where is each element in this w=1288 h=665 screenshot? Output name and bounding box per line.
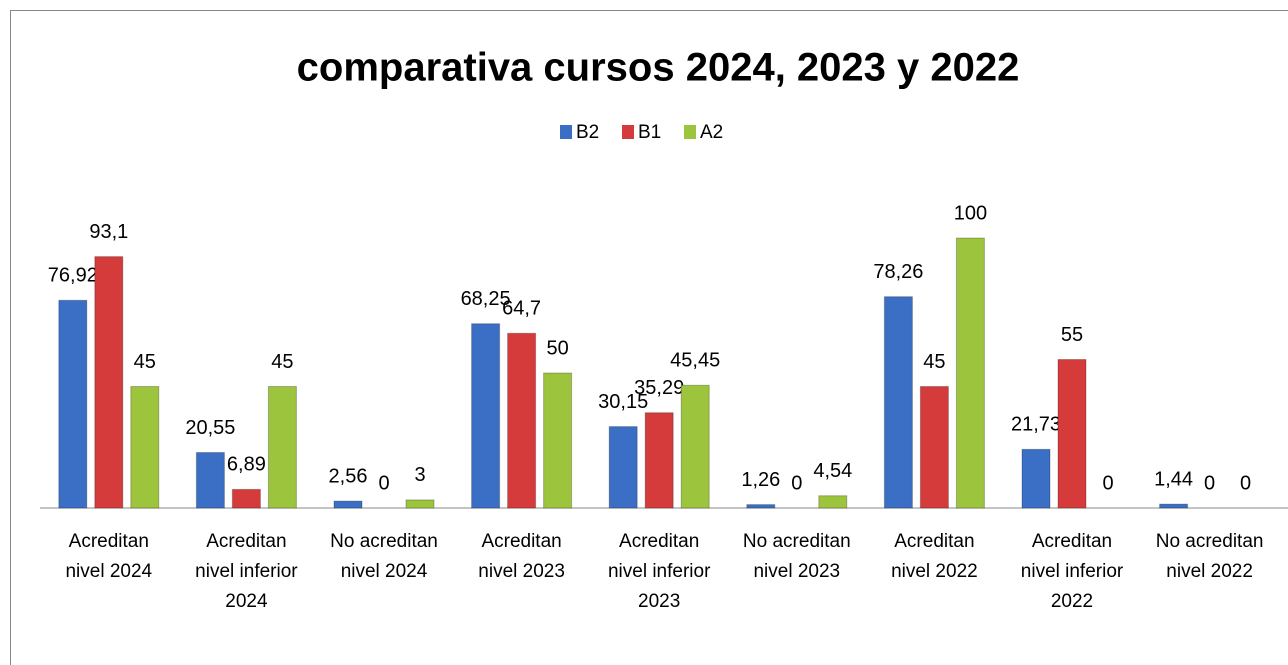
legend-label: A2 [700,122,723,143]
bar [1159,503,1189,509]
data-label: 45 [271,351,293,373]
bar [1057,359,1087,509]
bar [471,323,501,509]
x-tick-label: Acreditan nivel inferior 2022 [1020,531,1124,612]
data-label: 3 [414,464,425,486]
data-label: 45,45 [670,350,720,372]
legend-label: B1 [638,122,661,143]
legend-swatch [622,125,634,139]
data-label: 0 [791,472,802,494]
bar [58,299,88,509]
data-label: 6,89 [227,454,266,476]
data-label: 30,15 [598,391,648,413]
bar [1021,448,1051,509]
x-tick-label: Acreditan nivel 2022 [891,531,978,582]
data-label: 68,25 [461,288,511,310]
data-label: 0 [1204,472,1215,494]
data-label: 4,54 [813,460,852,482]
data-label: 78,26 [873,261,923,283]
x-tick-label: Acreditan nivel 2023 [478,531,565,582]
chart-title: comparativa cursos 2024, 2023 y 2022 [297,46,1020,90]
bar [94,256,124,509]
bar [818,495,848,509]
data-label: 50 [546,337,568,359]
data-label: 45 [923,351,945,373]
data-label: 93,1 [89,221,128,243]
data-label: 76,92 [48,265,98,287]
legend-swatch [684,125,696,139]
bar [919,386,949,509]
bar [608,426,638,509]
legend-label: B2 [576,122,599,143]
x-tick-label: Acreditan nivel inferior 2023 [607,531,711,612]
data-label: 100 [954,202,987,224]
data-label: 21,73 [1011,414,1061,436]
data-label: 35,29 [634,377,684,399]
data-label: 0 [378,472,389,494]
data-label: 0 [1102,472,1113,494]
x-tick-label: No acreditan nivel 2024 [330,531,438,582]
bar [543,372,573,509]
bar [130,386,160,509]
bar [644,412,674,509]
bar [267,386,297,509]
data-label: 2,56 [329,465,368,487]
legend-swatch [560,125,572,139]
data-label: 45 [134,351,156,373]
data-label: 20,55 [185,417,235,439]
bar [955,237,985,509]
x-tick-label: Acreditan nivel 2024 [65,531,153,582]
bar [680,384,710,509]
bar [405,499,435,509]
bar [507,332,537,509]
x-tick-label: No acreditan nivel 2023 [742,531,851,582]
data-label: 1,26 [741,469,780,491]
bar [231,488,261,509]
bar [746,504,776,509]
x-tick-label: No acreditan nivel 2022 [1155,531,1264,582]
bar [333,500,363,509]
data-label: 1,44 [1154,468,1193,490]
data-label: 0 [1240,472,1251,494]
data-label: 64,7 [502,298,541,320]
x-tick-label: Acreditan nivel inferior 2024 [195,531,298,612]
data-label: 55 [1061,324,1083,346]
bar [195,452,225,509]
bar [883,296,913,509]
chart-border [10,10,1288,665]
